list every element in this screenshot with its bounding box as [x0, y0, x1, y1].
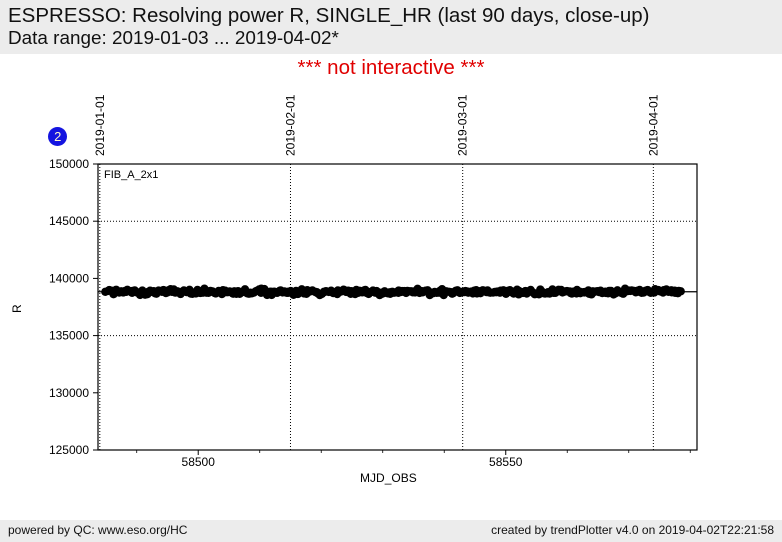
svg-text:FIB_A_2x1: FIB_A_2x1 [104, 169, 158, 181]
svg-text:2019-02-01: 2019-02-01 [283, 94, 297, 156]
svg-text:2019-04-01: 2019-04-01 [646, 94, 660, 156]
svg-text:58550: 58550 [489, 455, 523, 469]
svg-text:2019-01-01: 2019-01-01 [93, 94, 107, 156]
svg-text:58500: 58500 [182, 455, 216, 469]
svg-text:2019-03-01: 2019-03-01 [456, 94, 470, 156]
svg-text:MJD_OBS: MJD_OBS [360, 471, 417, 485]
svg-text:125000: 125000 [49, 443, 89, 457]
svg-text:R: R [10, 304, 24, 313]
svg-text:145000: 145000 [49, 214, 89, 228]
svg-text:130000: 130000 [49, 386, 89, 400]
svg-text:140000: 140000 [49, 271, 89, 285]
svg-text:150000: 150000 [49, 157, 89, 171]
svg-text:135000: 135000 [49, 329, 89, 343]
